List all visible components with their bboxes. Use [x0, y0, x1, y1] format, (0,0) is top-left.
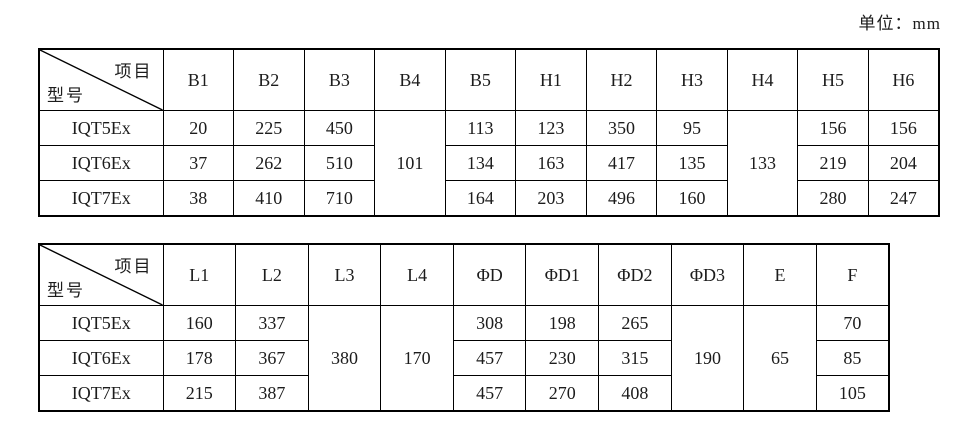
value-cell: 710	[303, 180, 376, 217]
table-header-row: 项目 型号 B1 B2 B3 B4 B5 H1 H2 H3 H4 H5 H6	[38, 48, 940, 111]
table-row: IQT6Ex 178 367 457 230 315 85	[38, 340, 890, 376]
value-cell: 387	[235, 375, 309, 412]
value-cell: 156	[867, 110, 940, 146]
value-cell: 219	[797, 145, 869, 181]
value-cell: 95	[656, 110, 728, 146]
value-cell: 262	[233, 145, 305, 181]
header-cell: B3	[303, 48, 376, 111]
value-cell: 135	[656, 145, 728, 181]
corner-cell: 项目 型号	[38, 243, 164, 306]
value-cell: 457	[452, 340, 527, 376]
value-cell-merged: 101	[374, 110, 446, 217]
value-cell: 20	[162, 110, 235, 146]
value-cell: 38	[162, 180, 235, 217]
model-cell: IQT6Ex	[38, 145, 164, 181]
header-cell: B1	[162, 48, 235, 111]
value-cell: 198	[525, 305, 600, 341]
header-cell: ΦD1	[525, 243, 600, 306]
value-cell: 350	[585, 110, 658, 146]
value-cell: 496	[585, 180, 658, 217]
diagonal-line	[40, 245, 163, 305]
table-header-row: 项目 型号 L1 L2 L3 L4 ΦD ΦD1 ΦD2 ΦD3 E F	[38, 243, 890, 306]
value-cell-merged: 170	[380, 305, 454, 412]
header-cell: ΦD3	[670, 243, 745, 306]
value-cell: 163	[515, 145, 587, 181]
header-cell: H2	[585, 48, 658, 111]
value-cell: 70	[815, 305, 890, 341]
corner-item-label: 项目	[114, 62, 153, 81]
value-cell: 337	[235, 305, 309, 341]
header-cell: ΦD	[452, 243, 527, 306]
value-cell: 417	[585, 145, 658, 181]
table-row: IQT5Ex 160 337 380 170 308 198 265 190 6…	[38, 305, 890, 412]
header-cell: H3	[656, 48, 728, 111]
header-cell: H6	[867, 48, 940, 111]
header-cell: B5	[444, 48, 517, 111]
value-cell: 410	[233, 180, 305, 217]
value-cell: 280	[797, 180, 869, 217]
header-cell: B2	[233, 48, 305, 111]
diagonal-line	[40, 50, 163, 110]
header-cell: E	[743, 243, 817, 306]
header-cell: B4	[374, 48, 446, 111]
table-row: IQT7Ex 215 387 457 270 408 105	[38, 375, 890, 412]
corner-model-label: 型号	[47, 281, 85, 300]
corner-model-label: 型号	[47, 86, 85, 105]
table-row: IQT6Ex 37 262 510 134 163 417 135 219 20…	[38, 145, 940, 181]
header-cell: L2	[235, 243, 309, 306]
value-cell: 367	[235, 340, 309, 376]
value-cell: 123	[515, 110, 587, 146]
corner-cell: 项目 型号	[38, 48, 164, 111]
unit-label: 单位：mm	[858, 14, 941, 33]
dimensions-table-ldef: 项目 型号 L1 L2 L3 L4 ΦD ΦD1 ΦD2 ΦD3 E F IQT…	[38, 243, 890, 412]
header-cell: L1	[162, 243, 237, 306]
header-cell: ΦD2	[598, 243, 672, 306]
value-cell: 85	[815, 340, 890, 376]
model-cell: IQT7Ex	[38, 180, 164, 217]
header-cell: H1	[515, 48, 587, 111]
header-cell: L4	[380, 243, 454, 306]
dimensions-table-bh: 项目 型号 B1 B2 B3 B4 B5 H1 H2 H3 H4 H5 H6 I…	[38, 48, 940, 217]
value-cell: 203	[515, 180, 587, 217]
table-row: IQT5Ex 20 225 450 101 113 123 350 95 133…	[38, 110, 940, 217]
value-cell-merged: 65	[743, 305, 817, 412]
value-cell: 160	[656, 180, 728, 217]
model-cell: IQT5Ex	[38, 305, 164, 341]
value-cell-merged: 133	[726, 110, 799, 217]
value-cell: 225	[233, 110, 305, 146]
corner-item-label: 项目	[114, 257, 153, 276]
header-cell: F	[815, 243, 890, 306]
value-cell: 215	[162, 375, 237, 412]
header-cell: H5	[797, 48, 869, 111]
value-cell: 113	[444, 110, 517, 146]
value-cell: 37	[162, 145, 235, 181]
header-cell: H4	[726, 48, 799, 111]
value-cell: 408	[598, 375, 672, 412]
header-cell: L3	[307, 243, 382, 306]
value-cell: 164	[444, 180, 517, 217]
value-cell: 247	[867, 180, 940, 217]
value-cell: 457	[452, 375, 527, 412]
value-cell: 265	[598, 305, 672, 341]
value-cell: 156	[797, 110, 869, 146]
value-cell: 178	[162, 340, 237, 376]
value-cell: 308	[452, 305, 527, 341]
model-cell: IQT5Ex	[38, 110, 164, 146]
value-cell-merged: 190	[670, 305, 745, 412]
value-cell: 315	[598, 340, 672, 376]
value-cell: 204	[867, 145, 940, 181]
value-cell: 510	[303, 145, 376, 181]
value-cell: 105	[815, 375, 890, 412]
model-cell: IQT7Ex	[38, 375, 164, 412]
value-cell: 160	[162, 305, 237, 341]
model-cell: IQT6Ex	[38, 340, 164, 376]
table-row: IQT7Ex 38 410 710 164 203 496 160 280 24…	[38, 180, 940, 217]
value-cell: 134	[444, 145, 517, 181]
value-cell: 450	[303, 110, 376, 146]
value-cell-merged: 380	[307, 305, 382, 412]
value-cell: 270	[525, 375, 600, 412]
value-cell: 230	[525, 340, 600, 376]
